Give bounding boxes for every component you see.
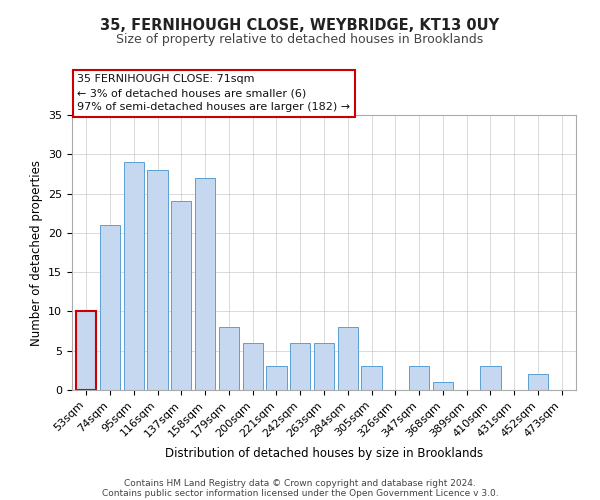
Bar: [528, 374, 548, 390]
Bar: [171, 202, 191, 390]
Text: Contains HM Land Registry data © Crown copyright and database right 2024.: Contains HM Land Registry data © Crown c…: [124, 478, 476, 488]
Bar: [481, 366, 500, 390]
Y-axis label: Number of detached properties: Number of detached properties: [29, 160, 43, 346]
Text: Size of property relative to detached houses in Brooklands: Size of property relative to detached ho…: [116, 32, 484, 46]
Text: 35 FERNIHOUGH CLOSE: 71sqm
← 3% of detached houses are smaller (6)
97% of semi-d: 35 FERNIHOUGH CLOSE: 71sqm ← 3% of detac…: [77, 74, 350, 112]
Bar: [314, 343, 334, 390]
X-axis label: Distribution of detached houses by size in Brooklands: Distribution of detached houses by size …: [165, 447, 483, 460]
Bar: [148, 170, 167, 390]
Bar: [409, 366, 429, 390]
Bar: [338, 327, 358, 390]
Bar: [219, 327, 239, 390]
Text: 35, FERNIHOUGH CLOSE, WEYBRIDGE, KT13 0UY: 35, FERNIHOUGH CLOSE, WEYBRIDGE, KT13 0U…: [100, 18, 500, 32]
Bar: [433, 382, 453, 390]
Bar: [76, 312, 97, 390]
Bar: [124, 162, 144, 390]
Bar: [100, 225, 120, 390]
Bar: [266, 366, 287, 390]
Bar: [195, 178, 215, 390]
Text: Contains public sector information licensed under the Open Government Licence v : Contains public sector information licen…: [101, 488, 499, 498]
Bar: [242, 343, 263, 390]
Bar: [361, 366, 382, 390]
Bar: [290, 343, 310, 390]
